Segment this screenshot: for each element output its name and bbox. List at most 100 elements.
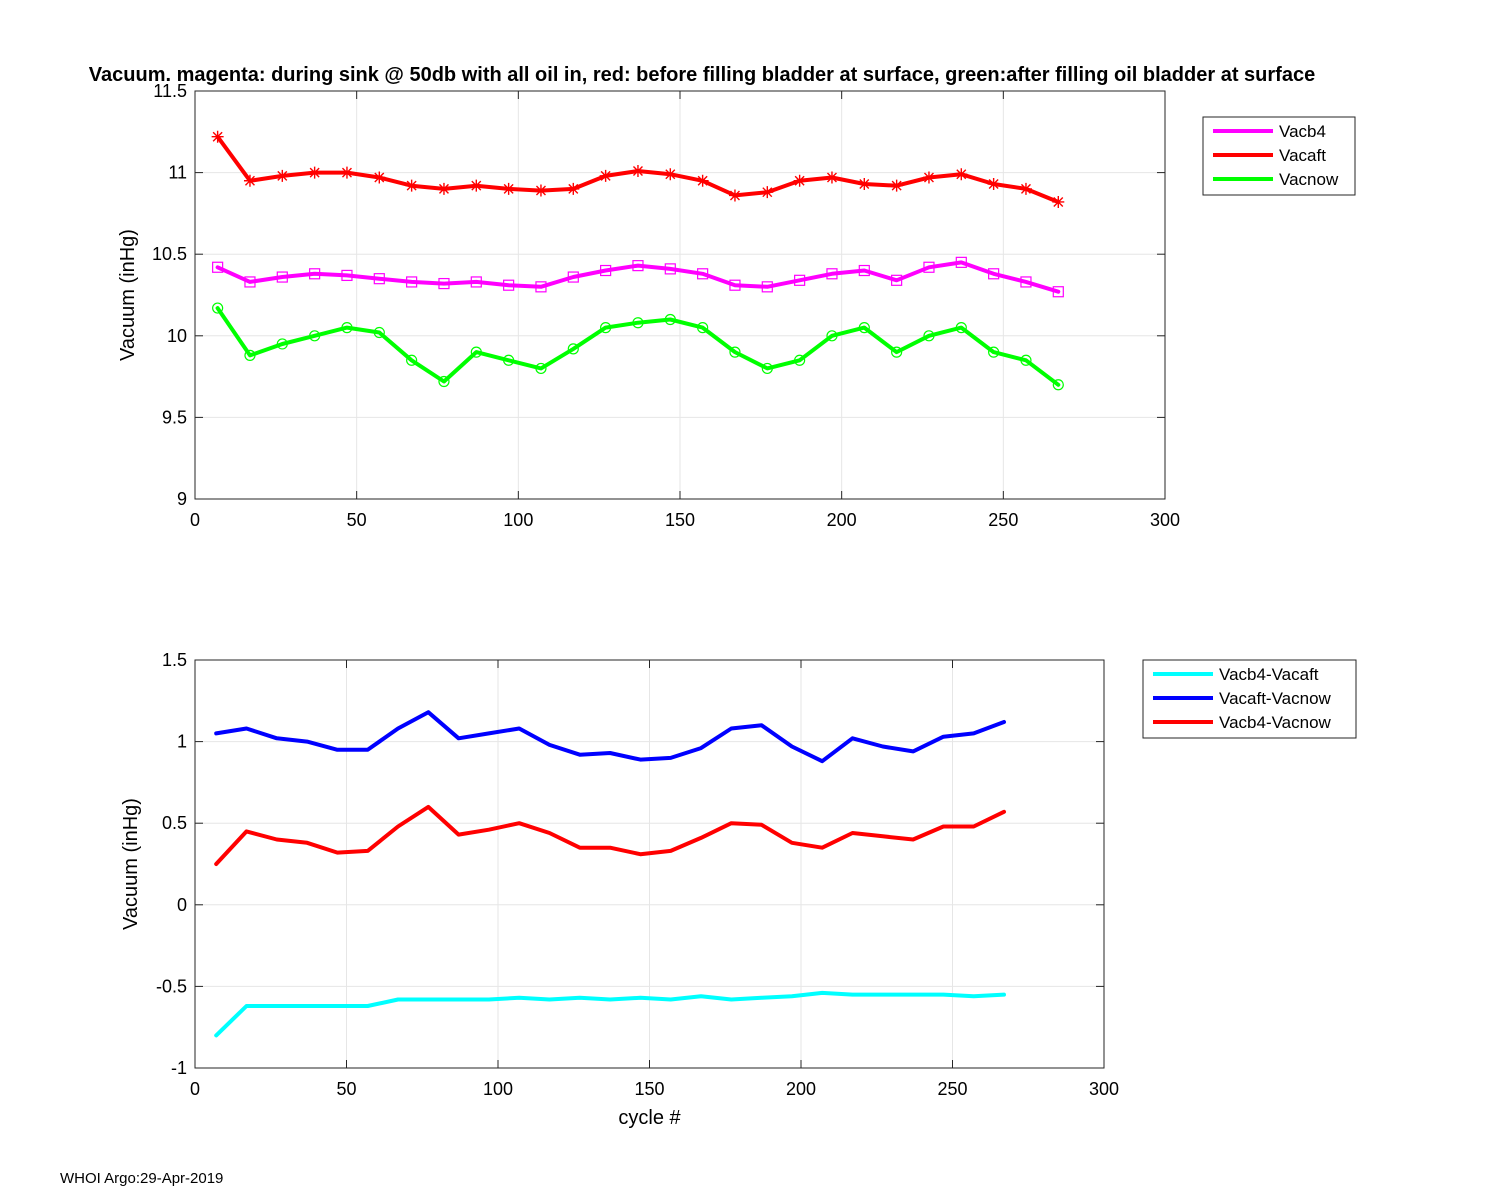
top-point-vacaft [1019, 182, 1032, 195]
bottom-y-tick-label: -1 [171, 1058, 187, 1078]
top-point-vacaft [922, 171, 935, 184]
top-point-vacaft [437, 182, 450, 195]
top-point-vacnow [212, 302, 224, 314]
top-point-vacb4 [309, 268, 321, 280]
top-point-vacaft [728, 189, 741, 202]
bottom-legend: Vacb4-Vacaft Vacaft-Vacnow Vacb4-Vacnow [1142, 659, 1357, 739]
bottom-legend-label: Vacaft-Vacnow [1219, 689, 1332, 708]
top-point-vacb4 [923, 261, 935, 273]
top-point-vacaft [308, 166, 321, 179]
top-point-vacb4 [341, 269, 353, 282]
bottom-y-tick-label: 0.5 [162, 813, 187, 833]
top-plot: 0 50 100 150 200 250 300 9 9.5 10 10.5 11 11.5 Vacuum… [117, 81, 1356, 530]
bottom-x-axis-label: cycle # [618, 1107, 681, 1129]
top-legend-label: Vacb4 [1279, 122, 1326, 141]
top-point-vacaft [1052, 195, 1065, 208]
top-axes-box [194, 90, 1166, 500]
top-legend: Vacb4 Vacaft Vacnow [1202, 116, 1356, 196]
top-point-vacnow [341, 322, 353, 334]
top-point-vacb4 [1052, 286, 1064, 298]
top-series-line-vacb4 [215, 260, 1061, 294]
top-point-vacb4 [632, 260, 644, 272]
top-point-vacb4 [1020, 276, 1032, 288]
top-point-vacaft [567, 182, 580, 195]
top-legend-label: Vacaft [1279, 146, 1326, 165]
bottom-series-line-vacaft-vacnow [214, 710, 1006, 764]
top-point-vacaft [761, 186, 774, 199]
top-point-vacnow [664, 313, 676, 326]
top-point-vacnow [858, 322, 870, 334]
top-point-vacaft [825, 171, 838, 184]
top-point-vacb4 [212, 261, 224, 273]
bottom-series-line-vacb4-vacnow [214, 804, 1006, 866]
top-point-vacb4 [794, 274, 806, 286]
top-x-tick-label: 100 [503, 510, 533, 530]
top-point-vacnow [1052, 379, 1064, 391]
bottom-x-tick-label: 200 [786, 1079, 816, 1099]
top-point-vacb4 [567, 271, 579, 283]
top-point-vacaft [696, 174, 709, 187]
top-point-vacb4 [891, 274, 903, 286]
bottom-x-tick-label: 0 [190, 1079, 200, 1099]
top-point-vacaft [502, 182, 515, 195]
top-point-vacaft [858, 178, 871, 191]
bottom-legend-label: Vacb4-Vacnow [1219, 713, 1332, 732]
top-point-vacb4 [276, 271, 288, 283]
top-point-vacaft [987, 178, 1000, 191]
top-y-tick-label: 11.5 [153, 81, 187, 101]
top-point-vacnow [1020, 354, 1032, 366]
top-point-vacaft [211, 130, 224, 143]
footer-stamp: WHOI Argo:29-Apr-2019 [60, 1170, 223, 1187]
top-point-vacnow [697, 322, 709, 334]
top-point-vacaft [793, 174, 806, 187]
top-point-vacnow [276, 338, 288, 350]
bottom-x-tick-label: 250 [937, 1079, 967, 1099]
top-y-tick-label: 10.5 [152, 244, 187, 264]
top-point-vacnow [761, 362, 773, 375]
top-point-vacb4 [438, 277, 450, 290]
top-point-vacaft [534, 184, 547, 197]
top-point-vacnow [309, 330, 321, 342]
top-point-vacnow [438, 375, 450, 388]
top-y-tick-label: 10 [167, 326, 187, 346]
top-point-vacnow [988, 346, 1000, 358]
top-x-tick-label: 0 [190, 510, 200, 530]
bottom-series-line-vacb4-vacaft [214, 990, 1006, 1038]
top-point-vacb4 [470, 276, 482, 288]
top-point-vacb4 [826, 268, 838, 280]
top-x-tick-label: 200 [827, 510, 857, 530]
top-point-vacnow [955, 322, 967, 334]
top-point-vacnow [535, 362, 547, 375]
top-point-vacnow [567, 343, 579, 355]
top-x-tick-label: 150 [665, 510, 695, 530]
top-point-vacb4 [988, 268, 1000, 280]
top-y-tick-label: 11 [168, 163, 187, 183]
top-point-vacaft [955, 168, 968, 181]
top-point-vacb4 [858, 264, 870, 277]
top-point-vacnow [470, 346, 482, 358]
top-x-tick-label: 300 [1150, 510, 1180, 530]
top-point-vacaft [373, 171, 386, 184]
bottom-y-tick-label: 1.5 [162, 650, 187, 670]
bottom-x-tick-label: 100 [483, 1079, 513, 1099]
bottom-x-tick-label: 50 [336, 1079, 356, 1099]
top-point-vacnow [373, 326, 385, 339]
top-point-vacnow [503, 354, 515, 366]
top-point-vacb4 [406, 276, 418, 288]
chart-title: Vacuum. magenta: during sink @ 50db with… [89, 64, 1315, 86]
top-point-vacb4 [600, 264, 612, 277]
top-point-vacnow [406, 354, 418, 366]
top-point-vacnow [632, 317, 644, 329]
top-point-vacaft [340, 166, 353, 179]
top-point-vacb4 [503, 279, 515, 291]
top-point-vacb4 [373, 273, 385, 285]
top-point-vacaft [599, 169, 612, 182]
top-point-vacnow [891, 346, 903, 358]
top-point-vacb4 [664, 263, 676, 275]
top-point-vacaft [276, 169, 289, 182]
top-point-vacnow [729, 346, 741, 358]
top-point-vacb4 [729, 279, 741, 291]
top-point-vacb4 [955, 256, 967, 268]
bottom-y-tick-label: 1 [177, 732, 187, 752]
